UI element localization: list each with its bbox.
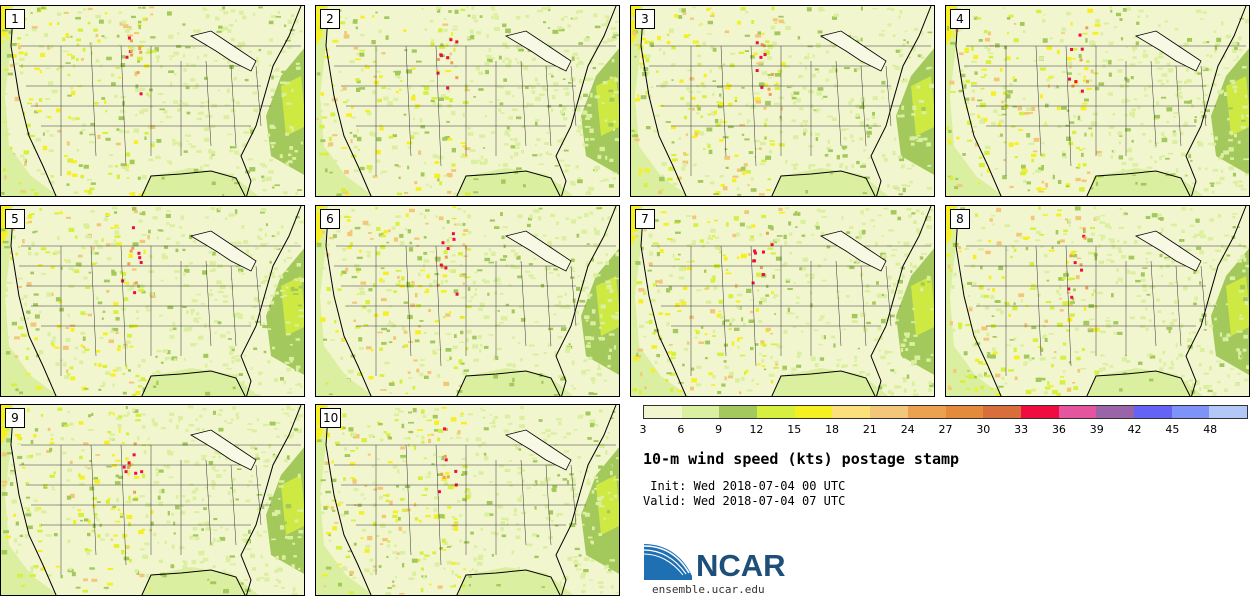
colorbar-swatch [1171, 406, 1210, 418]
panel-number-label: 7 [635, 209, 655, 229]
postage-stamp-panel: 7 [630, 205, 935, 397]
colorbar-tick: 33 [1014, 423, 1029, 436]
init-time-line: Init: Wed 2018-07-04 00 UTC [643, 479, 845, 493]
colorbar-swatch [1133, 406, 1172, 418]
colorbar-tick: 36 [1051, 423, 1066, 436]
postage-stamp-panel: 4 [945, 5, 1250, 197]
postage-stamp-panel: 5 [0, 205, 305, 397]
colorbar-tick: 45 [1165, 423, 1180, 436]
colorbar-tick: 6 [677, 423, 685, 436]
colorbar-swatch [1020, 406, 1059, 418]
colorbar-tick: 27 [938, 423, 953, 436]
wind-speed-map [946, 6, 1249, 196]
valid-label: Valid: [643, 494, 687, 508]
colorbar-swatch [870, 406, 908, 418]
postage-stamp-panel: 3 [630, 5, 935, 197]
colorbar-swatch [644, 406, 682, 418]
colorbar-swatch [945, 406, 984, 418]
colorbar-tick: 48 [1203, 423, 1218, 436]
colorbar-tick: 12 [749, 423, 764, 436]
ncar-logo-icon [643, 544, 692, 580]
wind-speed-map [316, 6, 619, 196]
panel-number-label: 3 [635, 9, 655, 29]
colorbar-tick: 15 [787, 423, 802, 436]
panel-number-label: 6 [320, 209, 340, 229]
postage-stamp-panel: 1 [0, 5, 305, 197]
wind-speed-map [946, 206, 1249, 396]
colorbar-swatch [983, 406, 1021, 418]
colorbar-tick: 24 [900, 423, 915, 436]
colorbar-tick: 39 [1089, 423, 1104, 436]
colorbar-tick: 3 [639, 423, 647, 436]
panel-number-label: 5 [5, 209, 25, 229]
colorbar-swatch [681, 406, 720, 418]
wind-speed-map [1, 206, 304, 396]
colorbar [643, 405, 1248, 419]
wind-speed-map [316, 405, 619, 595]
colorbar-tick: 42 [1127, 423, 1142, 436]
colorbar-swatch [757, 406, 795, 418]
colorbar-swatch [1209, 406, 1247, 418]
colorbar-swatch [907, 406, 946, 418]
logo-wordmark: NCAR [696, 548, 786, 583]
wind-speed-map [1, 6, 304, 196]
postage-stamp-panel: 9 [0, 404, 305, 596]
wind-speed-map [1, 405, 304, 595]
wind-speed-map [631, 206, 934, 396]
postage-stamp-panel: 2 [315, 5, 620, 197]
colorbar-tick-labels: 3 6 9 12 15 18 21 24 27 30 33 36 39 42 45 48 [639, 423, 1248, 439]
panel-number-label: 4 [950, 9, 970, 29]
init-time: Wed 2018-07-04 00 UTC [693, 479, 846, 493]
chart-title: 10-m wind speed (kts) postage stamp [643, 450, 960, 468]
logo-url: ensemble.ucar.edu [652, 583, 765, 596]
colorbar-swatch [794, 406, 833, 418]
wind-speed-map [631, 6, 934, 196]
init-label: Init: [650, 479, 687, 493]
panel-number-label: 10 [320, 408, 342, 428]
colorbar-swatch [1058, 406, 1097, 418]
colorbar-tick: 21 [862, 423, 877, 436]
colorbar-swatch [719, 406, 758, 418]
wind-speed-map [316, 206, 619, 396]
valid-time-line: Valid: Wed 2018-07-04 07 UTC [643, 494, 845, 508]
colorbar-swatch [832, 406, 871, 418]
panel-number-label: 9 [5, 408, 25, 428]
valid-time: Wed 2018-07-04 07 UTC [693, 494, 846, 508]
colorbar-tick: 30 [976, 423, 991, 436]
panel-number-label: 8 [950, 209, 970, 229]
colorbar-tick: 9 [715, 423, 723, 436]
panel-number-label: 1 [5, 9, 25, 29]
colorbar-tick: 18 [825, 423, 840, 436]
postage-stamp-panel: 6 [315, 205, 620, 397]
panel-number-label: 2 [320, 9, 340, 29]
postage-stamp-panel: 8 [945, 205, 1250, 397]
colorbar-swatch [1096, 406, 1134, 418]
postage-stamp-panel: 10 [315, 404, 620, 596]
